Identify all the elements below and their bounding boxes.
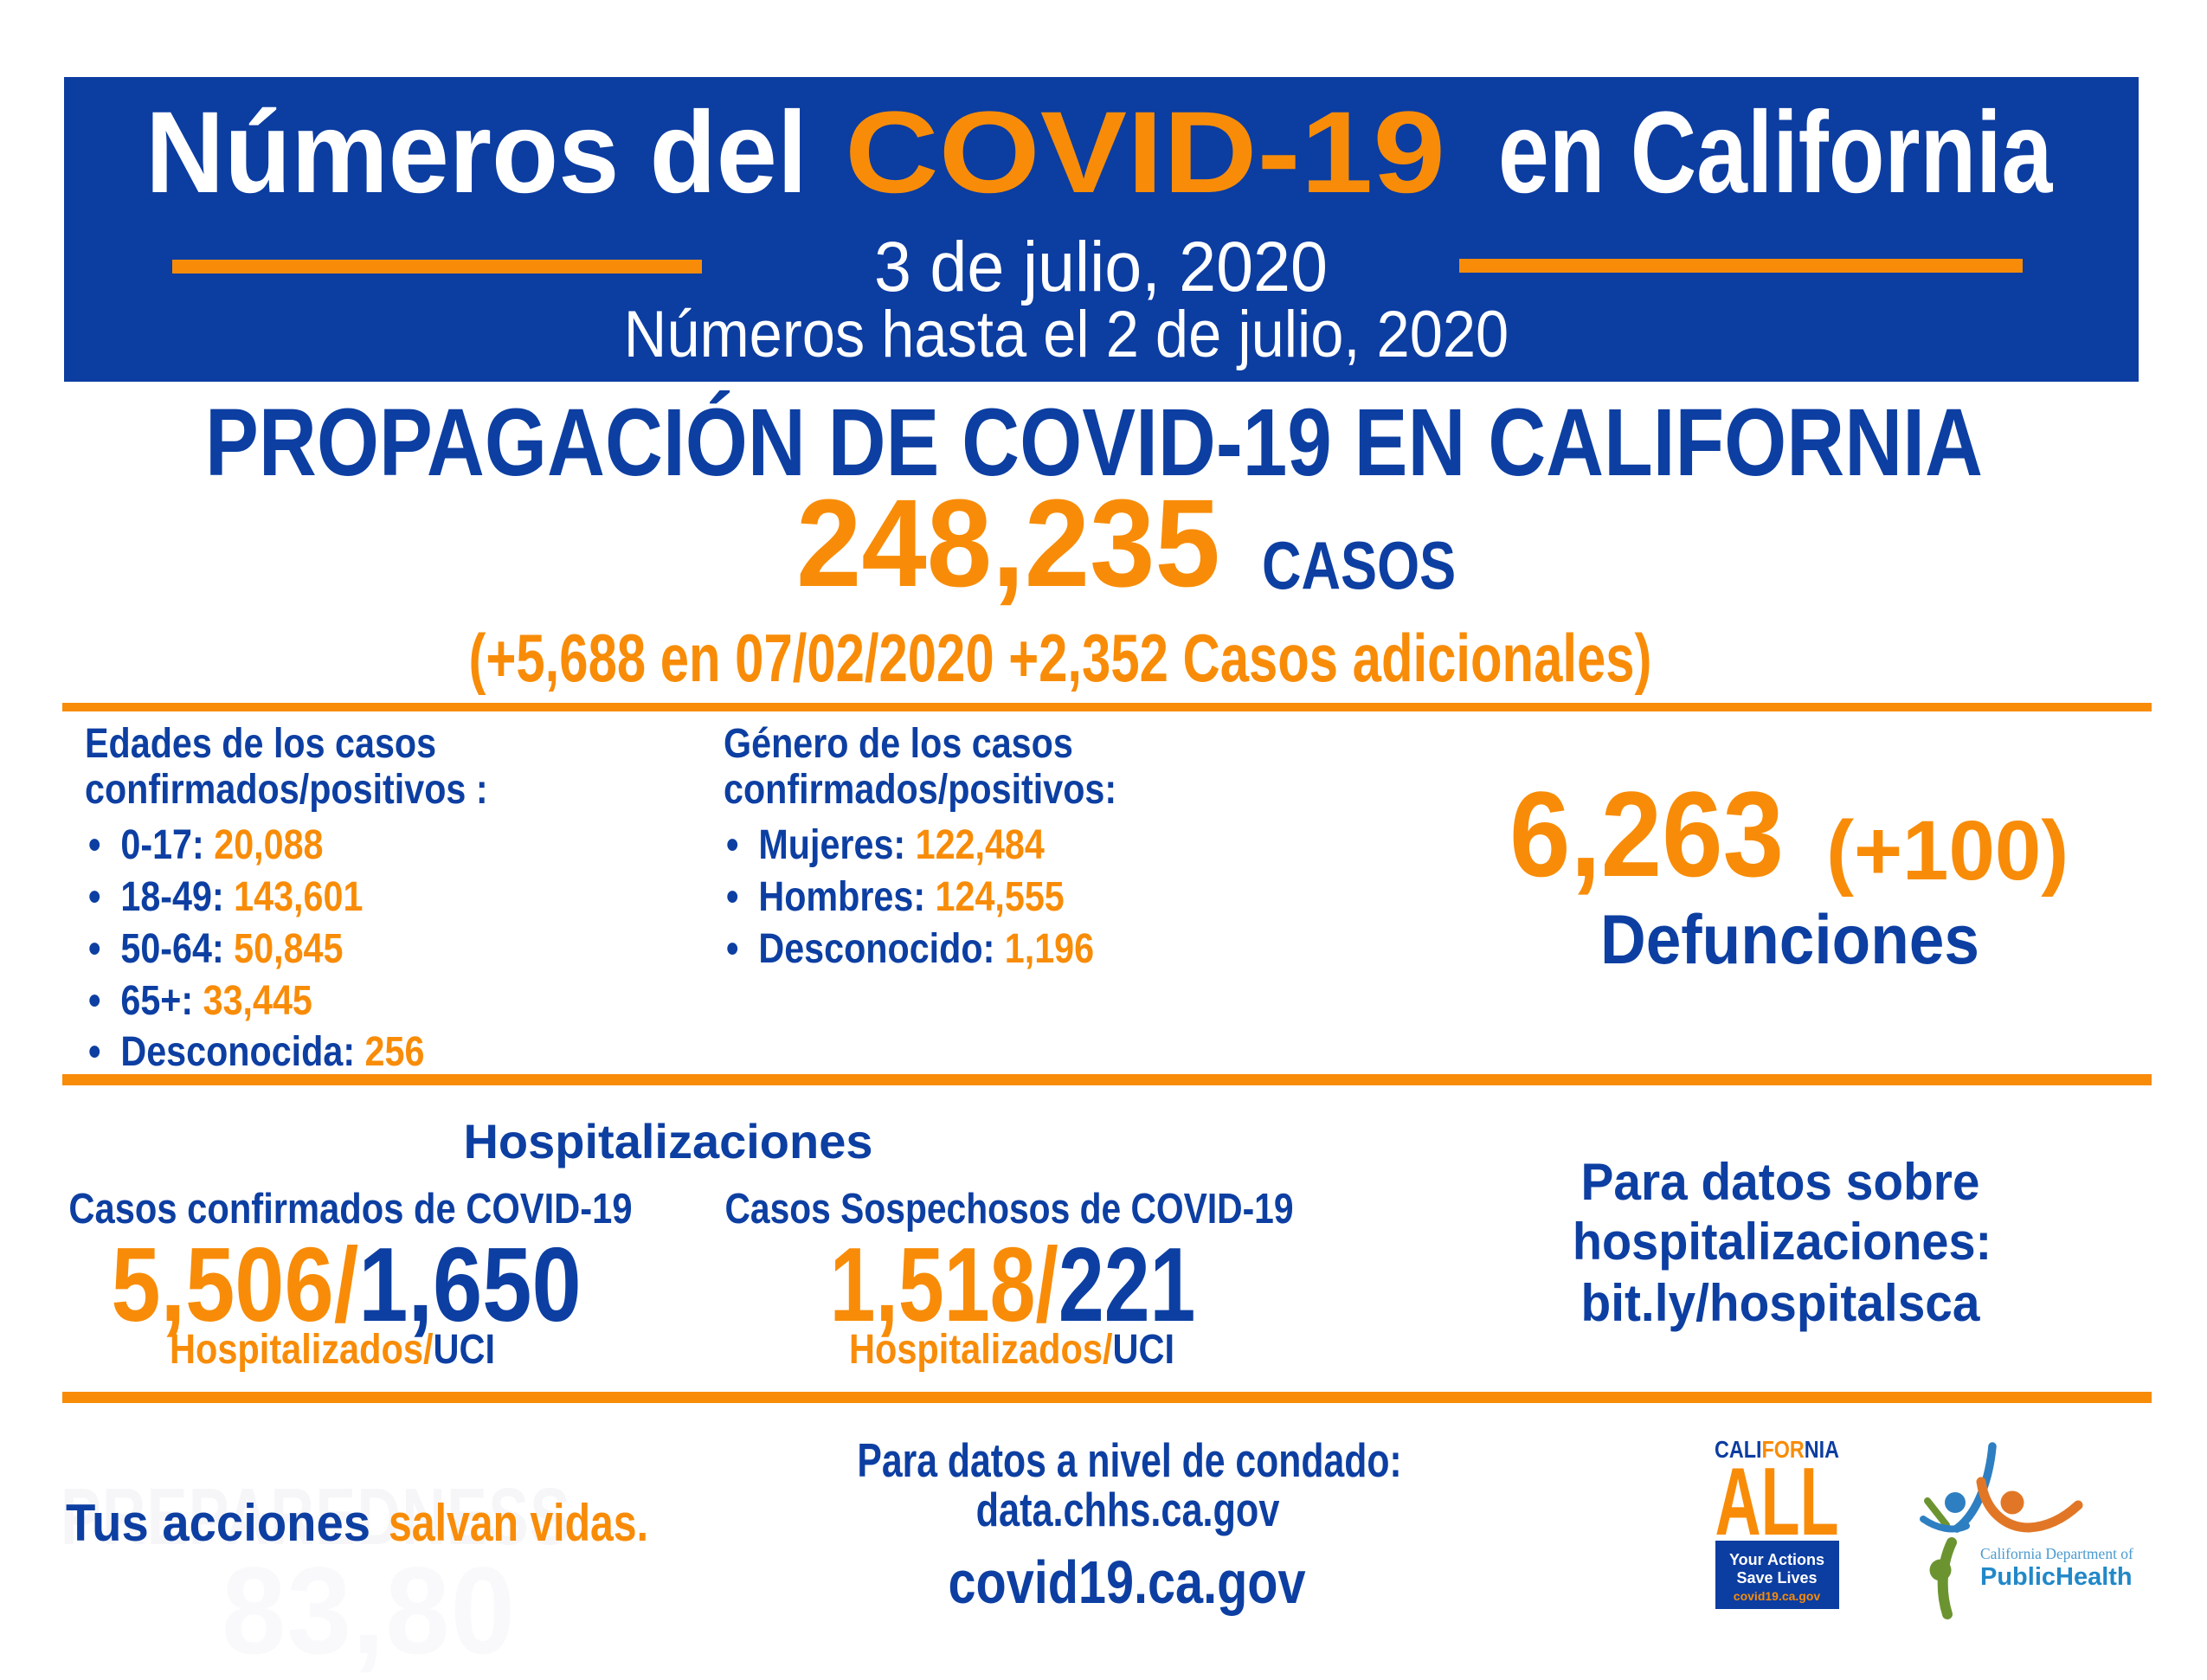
svg-text:California Department of: California Department of: [1980, 1545, 2133, 1562]
svg-text:PublicHealth: PublicHealth: [1980, 1563, 2133, 1591]
